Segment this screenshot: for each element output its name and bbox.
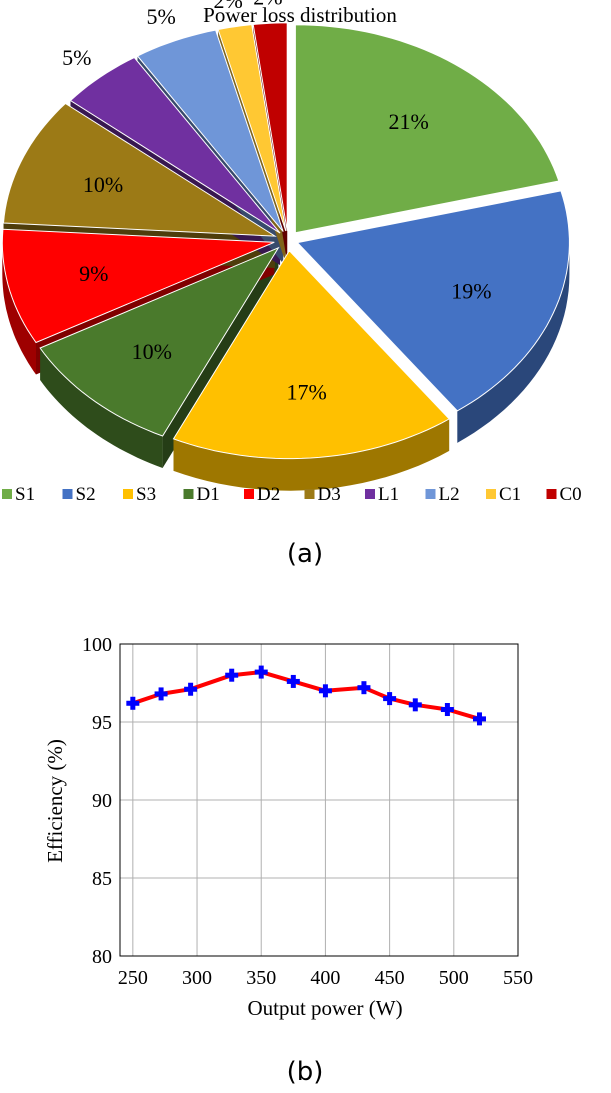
legend-label-l1: L1 — [378, 484, 399, 505]
data-point — [126, 696, 140, 710]
y-tick-label: 85 — [92, 868, 112, 890]
x-tick-label: 300 — [182, 967, 212, 989]
efficiency-series — [126, 665, 486, 726]
pie-slice-c0 — [252, 22, 288, 231]
pie-side-d2 — [2, 242, 37, 375]
pie-chart: Power loss distribution 21% 19% 17% 10% 9% 10… — [1, 0, 582, 505]
legend-label-s3: S3 — [136, 484, 156, 505]
pie-data-label-d3: 10% — [83, 172, 123, 197]
legend-swatch-l2 — [425, 489, 436, 499]
pie-data-label-l2: 5% — [147, 4, 176, 29]
x-tick-labels: 250 300 350 400 450 500 550 — [118, 967, 533, 989]
x-axis-label: Output power (W) — [247, 996, 402, 1020]
pie-slice-l2 — [136, 29, 284, 232]
pie-slice-s1 — [294, 24, 560, 234]
legend-swatch-s2 — [62, 489, 73, 499]
data-point — [472, 712, 486, 726]
pie-data-label-c1: 2% — [214, 0, 243, 13]
data-point — [254, 665, 268, 679]
pie-slice-c1 — [217, 24, 287, 232]
legend-label-c1: C1 — [499, 484, 521, 505]
legend-label-s2: S2 — [76, 484, 96, 505]
data-point — [357, 681, 371, 695]
x-tick-label: 350 — [246, 967, 276, 989]
data-point — [408, 698, 422, 712]
pie-data-label-s2: 19% — [451, 279, 491, 304]
data-point — [440, 703, 454, 717]
data-point — [318, 684, 332, 698]
efficiency-line — [132, 670, 481, 721]
legend-swatch-l1 — [365, 489, 375, 499]
pie-data-label-s1: 21% — [389, 109, 429, 134]
pie-slice-l1 — [69, 56, 281, 234]
x-tick-label: 250 — [118, 967, 148, 989]
pie-data-label-d2: 9% — [79, 261, 108, 286]
pie-slices — [1, 22, 570, 460]
pie-slice-s2 — [296, 190, 570, 412]
panel-label-b: (b) — [287, 1057, 324, 1087]
data-point — [383, 692, 397, 706]
pie-slice-d2 — [1, 228, 275, 344]
legend-swatch-d1 — [183, 489, 194, 499]
pie-data-label-c0: 2% — [253, 0, 282, 9]
pie-slice-s3 — [172, 249, 451, 460]
pie-data-label-s3: 17% — [287, 380, 327, 405]
panel-label-a: (a) — [287, 539, 323, 569]
pie-side-d1 — [40, 348, 163, 468]
pie-data-label-d1: 10% — [132, 339, 172, 364]
x-tick-label: 500 — [439, 967, 469, 989]
pie-side-s3 — [173, 418, 450, 491]
pie-data-labels: 21% 19% 17% 10% 9% 10% 5% 5% 2% 2% — [62, 0, 491, 405]
legend-label-c0: C0 — [560, 484, 582, 505]
pie-title: Power loss distribution — [203, 3, 397, 27]
x-tick-label: 400 — [310, 967, 340, 989]
pie-side-s2 — [457, 242, 570, 443]
legend-label-d1: D1 — [197, 484, 220, 505]
y-tick-label: 100 — [82, 634, 112, 656]
legend-label-s1: S1 — [15, 484, 35, 505]
y-tick-labels: 80 85 90 95 100 — [82, 634, 112, 968]
data-point — [225, 668, 239, 682]
y-tick-label: 90 — [92, 790, 112, 812]
pie-legend: S1 S2 S3 D1 D2 D3 L1 L2 C1 C0 — [2, 484, 582, 505]
pie-sides — [2, 242, 570, 491]
pie-slice-d1 — [39, 246, 280, 437]
line-chart: 250 300 350 400 450 500 550 80 85 90 95 100 Output… — [43, 634, 533, 1020]
x-tick-label: 550 — [503, 967, 533, 989]
legend-label-d2: D2 — [257, 484, 280, 505]
legend-swatch-s1 — [2, 489, 12, 499]
y-tick-label: 80 — [92, 946, 112, 968]
legend-label-l2: L2 — [439, 484, 460, 505]
pie-data-label-l1: 5% — [62, 45, 91, 70]
y-axis-label: Efficiency (%) — [43, 739, 67, 863]
legend-swatch-s3 — [123, 489, 133, 499]
data-point — [154, 687, 168, 701]
data-point — [184, 682, 198, 696]
pie-slice-d3 — [2, 102, 277, 237]
legend-swatch-c1 — [486, 489, 496, 499]
x-tick-label: 450 — [375, 967, 405, 989]
legend-swatch-d2 — [244, 489, 254, 499]
y-tick-label: 95 — [92, 712, 112, 734]
legend-label-d3: D3 — [318, 484, 341, 505]
legend-swatch-c0 — [546, 489, 557, 499]
plot-frame — [119, 643, 519, 957]
data-point — [286, 674, 300, 688]
legend-swatch-d3 — [304, 489, 315, 499]
